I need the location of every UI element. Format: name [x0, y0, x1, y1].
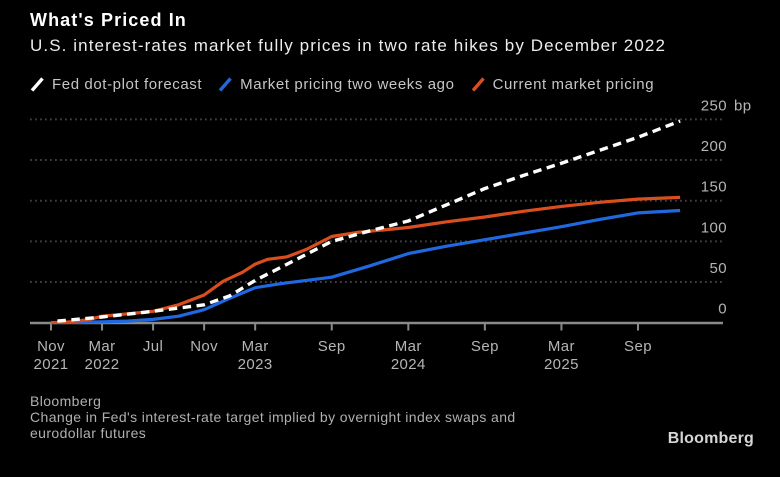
y-axis-label: 150: [701, 179, 727, 196]
x-tick-label-month: Mar: [89, 338, 116, 355]
x-tick-label-year: 2025: [544, 356, 579, 373]
x-tick-label-month: Sep: [624, 338, 652, 355]
y-axis-unit-label: bp: [734, 97, 752, 114]
legend-slash-icon: [30, 76, 44, 92]
x-tick-label-month: Jul: [143, 338, 163, 355]
legend-item-two-weeks-ago: Market pricing two weeks ago: [218, 76, 454, 93]
legend-label: Current market pricing: [492, 75, 655, 93]
legend-label: Fed dot-plot forecast: [52, 75, 203, 93]
source-label: Bloomberg: [30, 393, 102, 409]
fed-dot-plot-line: [57, 119, 681, 323]
footnote-line-2: eurodollar futures: [30, 425, 147, 441]
y-axis-label: 100: [701, 219, 727, 236]
y-axis-label: 250: [701, 97, 727, 114]
x-tick-label-month: Mar: [548, 338, 575, 355]
legend-item-fed-dot-plot: Fed dot-plot forecast: [30, 76, 202, 93]
x-tick-label-month: Mar: [242, 338, 269, 355]
two-weeks-ago-line: [50, 208, 681, 325]
x-tick-label-month: Sep: [318, 338, 346, 355]
x-tick-label-month: Sep: [471, 338, 499, 355]
x-tick-label-year: 2022: [85, 356, 120, 373]
chart-legend: Fed dot-plot forecast Market pricing two …: [30, 74, 654, 94]
legend-slash-icon: [218, 76, 232, 92]
x-tick-label-year: 2021: [34, 356, 69, 373]
legend-slash-icon: [471, 76, 485, 92]
footnote-line-1: Change in Fed's interest-rate target imp…: [30, 409, 516, 425]
x-tick-label-year: 2024: [391, 356, 426, 373]
legend-item-current: Current market pricing: [471, 76, 655, 93]
legend-label: Market pricing two weeks ago: [240, 75, 455, 93]
y-axis-label: 50: [710, 260, 728, 277]
x-tick-label-year: 2023: [238, 356, 273, 373]
chart-subtitle: U.S. interest-rates market fully prices …: [30, 36, 667, 55]
current-line: [50, 195, 681, 325]
y-axis-label: 0: [718, 301, 727, 318]
x-tick-label-month: Nov: [190, 338, 218, 355]
chart-title: What's Priced In: [30, 10, 187, 30]
y-axis-label: 200: [701, 138, 727, 155]
x-tick-label-month: Mar: [395, 338, 422, 355]
x-tick-label-month: Nov: [37, 338, 65, 355]
bloomberg-logo: Bloomberg: [667, 430, 754, 447]
